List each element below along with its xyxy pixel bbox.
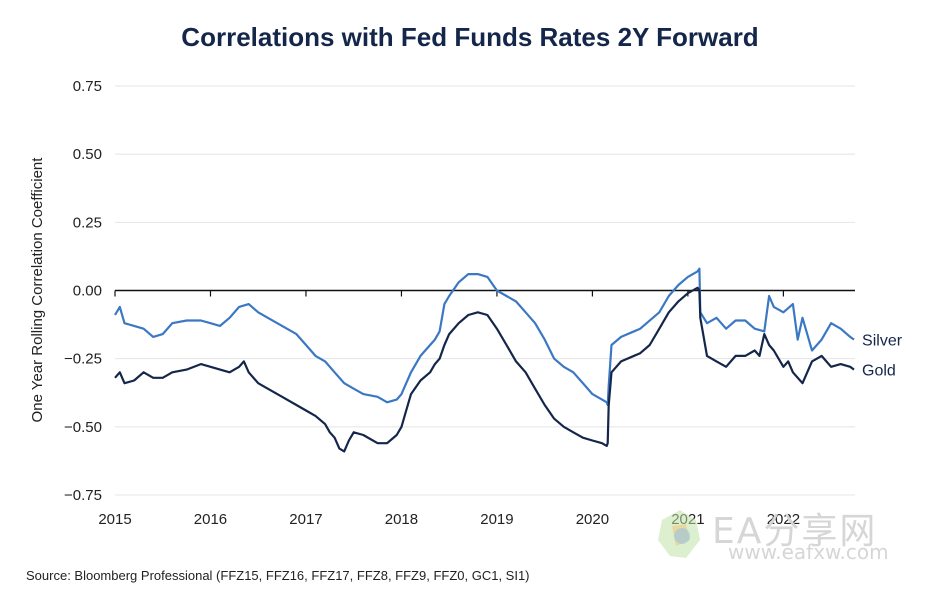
series-labels: Silver Gold <box>862 333 903 380</box>
gridlines <box>115 85 855 496</box>
y-axis-ticks: 0.75 0.50 0.25 0.00 −0.25 −0.50 −0.75 <box>64 78 102 504</box>
series-line-gold <box>114 286 855 453</box>
watermark: EA分享网 www.eafxw.com <box>652 500 922 564</box>
series-line-silver <box>114 267 855 407</box>
source-note: Source: Bloomberg Professional (FFZ15, F… <box>26 568 530 583</box>
y-tick-label: 0.25 <box>73 214 102 231</box>
x-tick-label: 2017 <box>289 511 322 528</box>
watermark-logo-icon <box>658 510 700 558</box>
x-axis-ticks: 20152016201720182019202020212022 <box>98 290 800 528</box>
y-axis-title: One Year Rolling Correlation Coefficient <box>29 157 46 423</box>
y-tick-label: 0.75 <box>73 78 102 95</box>
chart-title: Correlations with Fed Funds Rates 2Y For… <box>181 22 759 52</box>
y-tick-label: −0.50 <box>64 419 102 436</box>
x-tick-label: 2015 <box>98 511 131 528</box>
y-tick-label: −0.25 <box>64 351 102 368</box>
x-tick-label: 2022 <box>767 511 800 528</box>
watermark-title: EA分享网 <box>712 511 878 552</box>
series-label-gold: Gold <box>862 363 896 380</box>
x-tick-label: 2020 <box>576 511 609 528</box>
series-lines <box>114 267 855 453</box>
series-label-silver: Silver <box>862 333 903 350</box>
y-tick-label: −0.75 <box>64 487 102 504</box>
x-tick-label: 2018 <box>385 511 418 528</box>
y-tick-label: 0.50 <box>73 146 102 163</box>
x-tick-label: 2016 <box>194 511 227 528</box>
y-tick-label: 0.00 <box>73 283 102 300</box>
watermark-url: www.eafxw.com <box>728 540 889 564</box>
x-tick-label: 2019 <box>480 511 513 528</box>
